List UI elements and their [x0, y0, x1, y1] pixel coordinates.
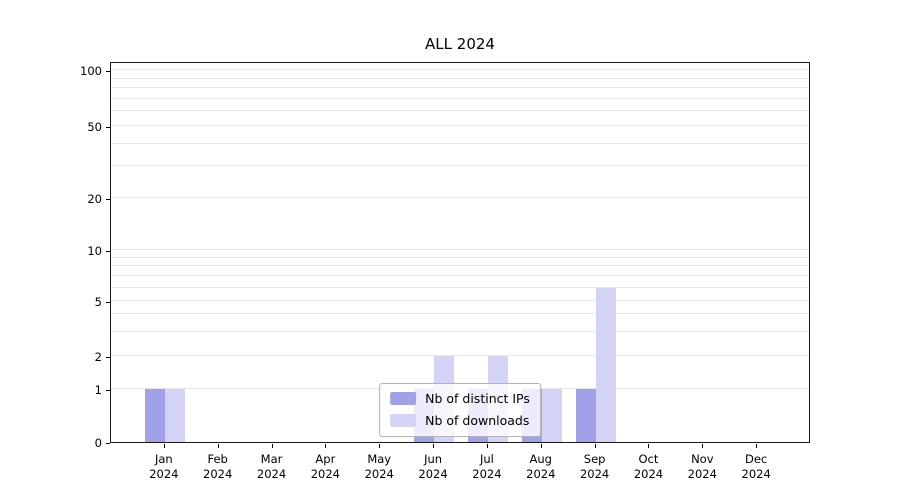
y-tick-mark-0: [106, 443, 110, 444]
legend-label-downloads: Nb of downloads: [425, 413, 530, 428]
x-tick-label-apr: Apr 2024: [310, 452, 341, 481]
x-tick-mark-mar: [271, 444, 273, 448]
gridline-20: [111, 197, 809, 199]
bar-distinct-ips-sep: [575, 389, 596, 442]
y-tick-label-1: 1: [94, 383, 102, 398]
x-tick-label-jan: Jan 2024: [149, 452, 179, 481]
gridline-5: [111, 300, 809, 302]
gridline-2: [111, 354, 809, 356]
bar-downloads-jan: [164, 389, 185, 442]
y-tick-mark-50: [106, 127, 110, 129]
x-tick-label-mar: Mar 2024: [256, 452, 287, 481]
gridline-6: [111, 286, 809, 288]
y-tick-mark-5: [106, 302, 110, 304]
y-tick-label-0: 0: [94, 436, 102, 450]
x-tick-mark-oct: [648, 444, 650, 448]
bar-distinct-ips-jan: [144, 389, 165, 442]
legend: Nb of distinct IPs Nb of downloads: [379, 383, 541, 437]
x-tick-mark-dec: [756, 444, 758, 448]
y-tick-label-20: 20: [87, 192, 102, 207]
x-tick-label-jul: Jul 2024: [472, 452, 502, 481]
x-tick-label-feb: Feb 2024: [203, 452, 233, 481]
y-tick-mark-10: [106, 250, 110, 252]
y-tick-label-2: 2: [94, 349, 102, 364]
y-tick-label-5: 5: [94, 295, 102, 310]
gridline-10: [111, 248, 809, 250]
x-tick-mark-jul: [486, 444, 488, 448]
gridline-70: [111, 97, 809, 99]
gridline-100: [111, 69, 809, 71]
gridline-30: [111, 165, 809, 167]
bar-downloads-aug: [541, 389, 562, 442]
x-tick-label-dec: Dec 2024: [741, 452, 771, 481]
x-tick-mark-aug: [540, 444, 542, 448]
gridline-80: [111, 87, 809, 89]
x-tick-mark-sep: [594, 444, 596, 448]
x-tick-label-nov: Nov 2024: [687, 452, 717, 481]
gridline-7: [111, 275, 809, 277]
y-tick-mark-20: [106, 199, 110, 201]
gridline-8: [111, 265, 809, 267]
gridline-50: [111, 125, 809, 127]
gridline-90: [111, 77, 809, 79]
x-tick-label-oct: Oct 2024: [633, 452, 664, 481]
gridline-3: [111, 330, 809, 332]
gridline-9: [111, 256, 809, 258]
x-tick-label-may: May 2024: [364, 452, 394, 481]
legend-item-downloads: Nb of downloads: [390, 413, 530, 428]
x-tick-mark-apr: [325, 444, 327, 448]
y-tick-label-50: 50: [87, 120, 102, 135]
legend-swatch-downloads: [390, 414, 417, 427]
x-tick-label-jun: Jun 2024: [418, 452, 448, 481]
gridline-4: [111, 313, 809, 315]
x-tick-label-aug: Aug 2024: [526, 452, 556, 481]
x-tick-label-sep: Sep 2024: [579, 452, 610, 481]
legend-swatch-distinct-ips: [390, 392, 417, 405]
y-tick-label-100: 100: [80, 64, 102, 79]
chart-title: ALL 2024: [425, 35, 495, 53]
plot-area: Nb of distinct IPs Nb of downloads: [110, 62, 810, 443]
x-tick-mark-may: [379, 444, 381, 448]
legend-item-distinct-ips: Nb of distinct IPs: [390, 391, 530, 406]
gridline-60: [111, 110, 809, 112]
x-tick-mark-jun: [433, 444, 435, 448]
x-tick-mark-jan: [163, 444, 165, 448]
x-tick-mark-nov: [702, 444, 704, 448]
y-tick-label-10: 10: [87, 243, 102, 258]
legend-label-distinct-ips: Nb of distinct IPs: [425, 391, 530, 406]
bar-downloads-sep: [595, 287, 616, 442]
y-tick-mark-2: [106, 356, 110, 358]
y-tick-mark-1: [106, 390, 110, 392]
x-tick-mark-feb: [217, 444, 219, 448]
y-tick-mark-100: [106, 71, 110, 73]
gridline-40: [111, 142, 809, 144]
